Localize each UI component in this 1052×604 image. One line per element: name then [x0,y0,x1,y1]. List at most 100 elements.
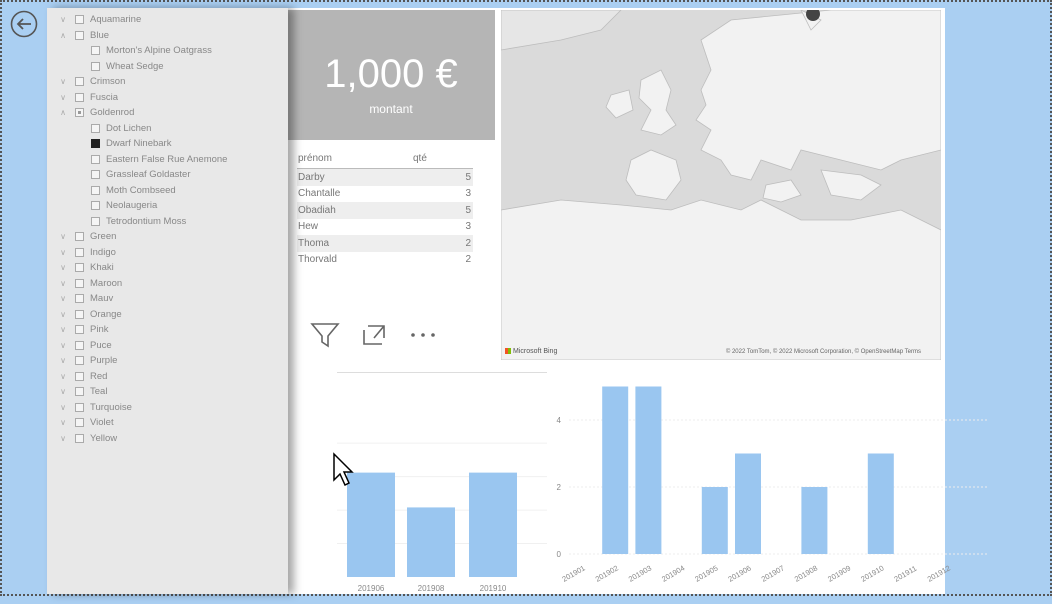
kpi-card[interactable]: 1,000 € montant [287,10,495,140]
checkbox[interactable] [91,170,100,180]
table-row[interactable]: Thorvald 2 [297,252,473,269]
bar[interactable] [801,487,828,554]
slicer-item[interactable]: ∧ Blue [57,28,288,44]
chevron-down-icon[interactable]: ∨ [60,247,66,257]
chevron-down-icon[interactable]: ∨ [60,92,66,102]
slicer-item[interactable]: ∨ Orange [57,307,288,323]
focus-mode-icon[interactable] [360,322,388,348]
table-row[interactable]: Thoma 2 [297,235,473,252]
chevron-down-icon[interactable]: ∨ [60,433,66,443]
bar-chart-left[interactable]: 201906 201908 201910 [337,372,547,599]
slicer-item[interactable]: ∨ Turquoise [57,400,288,416]
table-row[interactable]: Chantalle 3 [297,186,473,203]
slicer-item[interactable]: Tetrodontium Moss [57,214,288,230]
slicer-item[interactable]: ∨ Red [57,369,288,385]
bar[interactable] [347,472,395,577]
bar[interactable] [635,386,662,555]
bar[interactable] [701,487,728,554]
bar[interactable] [469,472,517,577]
slicer-item[interactable]: ∨ Pink [57,322,288,338]
bar[interactable] [867,453,894,555]
slicer-item[interactable]: ∨ Crimson [57,74,288,90]
slicer-item[interactable]: Dot Lichen [57,121,288,137]
bar[interactable] [602,386,629,555]
checkbox[interactable] [75,402,84,412]
map-copyright[interactable]: © 2022 TomTom, © 2022 Microsoft Corporat… [725,349,921,355]
checkbox[interactable] [75,15,84,25]
slicer-item[interactable]: ∨ Yellow [57,431,288,447]
chevron-down-icon[interactable]: ∨ [60,309,66,319]
chevron-down-icon[interactable]: ∨ [60,263,66,273]
slicer-item[interactable]: Moth Combseed [57,183,288,199]
slicer-item[interactable]: ∨ Violet [57,415,288,431]
slicer-item[interactable]: ∨ Mauv [57,291,288,307]
slicer-item[interactable]: Wheat Sedge [57,59,288,75]
chevron-down-icon[interactable]: ∨ [60,356,66,366]
column-header-prenom[interactable]: prénom [298,152,332,164]
checkbox[interactable] [91,154,100,164]
slicer-item[interactable]: ∨ Teal [57,384,288,400]
table-row[interactable]: Darby 5 [297,169,473,186]
column-header-qte[interactable]: qté [413,152,427,164]
slicer-item[interactable]: ∨ Fuscia [57,90,288,106]
slicer-item[interactable]: ∨ Aquamarine [57,12,288,28]
chevron-down-icon[interactable]: ∨ [60,371,66,381]
checkbox[interactable] [75,433,84,443]
checkbox[interactable] [91,216,100,226]
table-row[interactable]: Hew 3 [297,219,473,236]
bar[interactable] [735,453,761,555]
chevron-down-icon[interactable]: ∨ [60,340,66,350]
checkbox[interactable] [91,61,100,71]
back-arrow-icon[interactable] [10,10,38,38]
checkbox[interactable] [75,77,84,87]
slicer-item[interactable]: Eastern False Rue Anemone [57,152,288,168]
checkbox[interactable] [75,340,84,350]
more-options-icon[interactable] [408,322,438,348]
chevron-down-icon[interactable]: ∨ [60,325,66,335]
checkbox[interactable] [75,30,84,40]
bar[interactable] [407,507,455,577]
slicer-item[interactable]: ∨ Khaki [57,260,288,276]
chevron-down-icon[interactable]: ∨ [60,418,66,428]
table-row[interactable]: Obadiah 5 [297,202,473,219]
checkbox[interactable] [75,108,84,118]
chevron-down-icon[interactable]: ∨ [60,387,66,397]
slicer-item[interactable]: ∨ Purple [57,353,288,369]
slicer-item[interactable]: ∧ Goldenrod [57,105,288,121]
filter-icon[interactable] [310,322,340,348]
chevron-up-icon[interactable]: ∧ [60,108,66,118]
checkbox[interactable] [75,387,84,397]
checkbox[interactable] [75,309,84,319]
slicer-item[interactable]: Grassleaf Goldaster [57,167,288,183]
checkbox[interactable] [75,278,84,288]
checkbox[interactable] [75,356,84,366]
checkbox[interactable] [75,263,84,273]
checkbox[interactable] [75,247,84,257]
data-table[interactable]: prénom qté Darby 5 Chantalle 3 Obadiah 5 Hew 3 T… [297,148,473,268]
checkbox[interactable] [91,123,100,133]
chevron-up-icon[interactable]: ∧ [60,30,66,40]
map-visual[interactable]: Microsoft Bing © 2022 TomTom, © 2022 Mic… [501,10,941,360]
checkbox[interactable] [75,232,84,242]
chevron-down-icon[interactable]: ∨ [60,294,66,304]
checkbox[interactable] [75,294,84,304]
checkbox[interactable] [75,371,84,381]
slicer-item[interactable]: Morton's Alpine Oatgrass [57,43,288,59]
checkbox[interactable] [91,201,100,211]
chevron-down-icon[interactable]: ∨ [60,15,66,25]
bar-chart-right[interactable]: 0 2 4 201901 201902 201903 201904 201905 201906 2… [547,370,992,598]
slicer-item[interactable]: ∨ Green [57,229,288,245]
checkbox[interactable] [91,46,100,56]
checkbox[interactable] [75,92,84,102]
slicer-item[interactable]: Dwarf Ninebark [57,136,288,152]
checkbox[interactable] [75,418,84,428]
chevron-down-icon[interactable]: ∨ [60,278,66,288]
slicer-item[interactable]: ∨ Indigo [57,245,288,261]
chevron-down-icon[interactable]: ∨ [60,402,66,412]
checkbox[interactable] [91,139,100,149]
slicer-panel[interactable]: ∨ Aquamarine ∧ Blue Morton's Alpine Oatgrass… [47,8,288,594]
slicer-item[interactable]: ∨ Puce [57,338,288,354]
slicer-item[interactable]: ∨ Maroon [57,276,288,292]
checkbox[interactable] [75,325,84,335]
slicer-item[interactable]: Neolaugeria [57,198,288,214]
